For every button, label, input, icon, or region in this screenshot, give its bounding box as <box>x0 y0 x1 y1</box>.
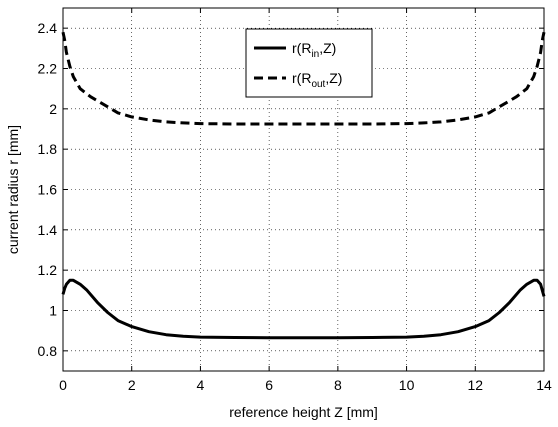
y-tick-label: 1.2 <box>38 262 58 278</box>
legend-label-r-out: r(Rout,Z) <box>292 70 342 90</box>
x-tick-label: 10 <box>399 377 415 393</box>
x-tick-label: 14 <box>536 377 552 393</box>
legend-label-subscript: out <box>311 79 325 90</box>
x-tick-label: 0 <box>59 377 67 393</box>
series-layer <box>61 31 546 340</box>
legend-label-tail: ,Z) <box>325 70 342 86</box>
y-axis-label: current radius r [mm] <box>5 125 21 254</box>
x-tick-label: 8 <box>334 377 342 393</box>
x-tick-label: 4 <box>197 377 205 393</box>
legend-box <box>245 28 373 98</box>
x-tick-labels: 0 2 4 6 8 10 12 14 <box>59 377 552 393</box>
series-line-r-in <box>61 278 546 340</box>
legend-label-main: r(R <box>292 70 311 86</box>
x-tick-label: 2 <box>128 377 136 393</box>
x-axis-label: reference height Z [mm] <box>229 404 378 420</box>
y-tick-label: 1.8 <box>38 141 58 157</box>
y-tick-label: 2.4 <box>38 20 58 36</box>
y-tick-label: 1 <box>49 303 57 319</box>
y-tick-label: 0.8 <box>38 343 58 359</box>
legend-label-main: r(R <box>292 40 311 56</box>
tick-marks <box>62 8 545 371</box>
y-tick-label: 2.2 <box>38 61 58 77</box>
y-tick-labels: 0.8 1 1.2 1.4 1.6 1.8 2 2.2 2.4 <box>38 20 58 359</box>
x-tick-label: 12 <box>467 377 483 393</box>
y-tick-label: 2 <box>49 101 57 117</box>
legend: r(Rin,Z)r(Rout,Z) <box>245 28 373 98</box>
legend-label-r-in: r(Rin,Z) <box>292 40 336 60</box>
legend-label-tail: ,Z) <box>319 40 336 56</box>
x-tick-label: 6 <box>265 377 273 393</box>
y-tick-label: 1.6 <box>38 182 58 198</box>
y-tick-label: 1.4 <box>38 222 58 238</box>
legend-label-subscript: in <box>311 49 319 60</box>
